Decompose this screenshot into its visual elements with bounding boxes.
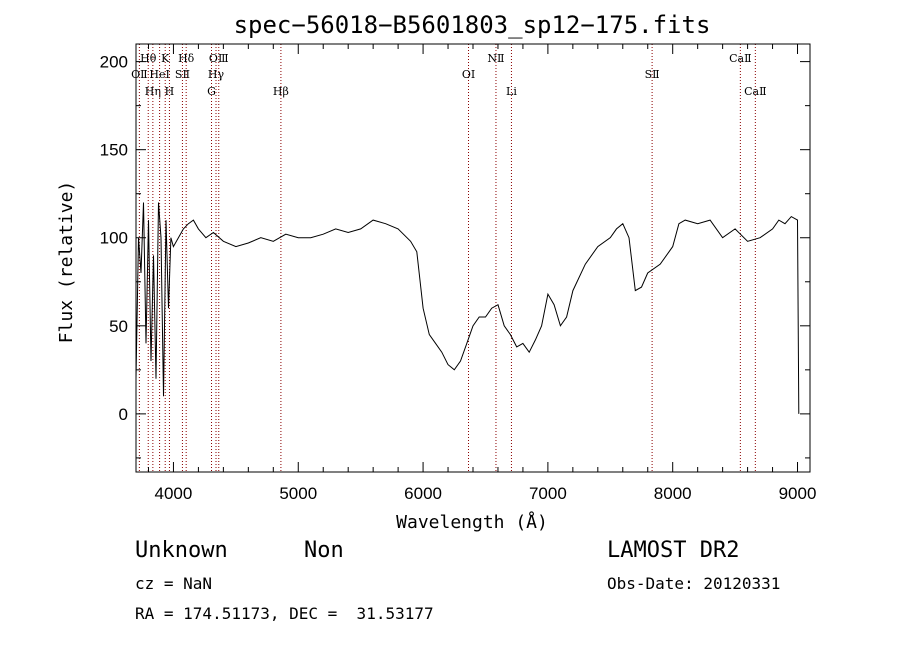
line-marker-label-10: OⅢ [209, 52, 229, 65]
y-axis-label: Flux (relative) [56, 181, 77, 344]
x-axis-label: Wavelength (Å) [396, 511, 548, 533]
line-marker-label-4: K [161, 52, 170, 65]
line-marker-label-11: Hβ [273, 85, 289, 98]
line-marker-label-5: H [165, 85, 175, 98]
line-marker-label-8: G [207, 85, 216, 98]
line-marker-label-3: HeI [149, 68, 169, 81]
y-tick-label-2: 100 [100, 229, 128, 248]
x-tick-label-4: 8000 [654, 484, 692, 503]
line-marker-label-13: NⅡ [487, 52, 504, 65]
chart-title: spec−56018−B5601803_sp12−175.fits [234, 11, 711, 39]
line-marker-label-9: Hγ [208, 68, 225, 81]
line-marker-label-7: Hδ [178, 52, 195, 65]
x-tick-label-1: 5000 [279, 484, 317, 503]
line-marker-label-0: OⅡ [131, 68, 148, 81]
y-tick-label-0: 0 [119, 405, 128, 424]
redshift-cz: cz = NaN [135, 574, 213, 593]
survey-name: LAMOST DR2 [607, 538, 740, 563]
coordinates: RA = 174.51173, DEC = 31.53177 [135, 604, 434, 623]
object-subclass: Non [304, 538, 344, 563]
line-marker-label-15: SⅡ [645, 68, 660, 81]
x-tick-label-0: 4000 [155, 484, 193, 503]
y-axis: 0 50 100 150 200 [100, 53, 810, 459]
object-class: Unknown [135, 538, 228, 563]
obs-date: Obs-Date: 20120331 [607, 574, 781, 593]
line-marker-label-12: OI [462, 68, 475, 81]
line-marker-label-1: Hθ [140, 52, 157, 65]
line-marker-label-17: CaⅡ [744, 85, 766, 98]
line-marker-label-14: Li [506, 85, 517, 98]
spectrum-series-line [135, 202, 800, 414]
y-tick-label-3: 150 [100, 141, 128, 160]
x-axis: 4000 5000 6000 7000 8000 9000 [147, 44, 817, 503]
x-tick-label-2: 6000 [404, 484, 442, 503]
y-tick-label-4: 200 [100, 53, 128, 72]
x-tick-label-3: 7000 [529, 484, 567, 503]
line-marker-label-6: SⅡ [175, 68, 190, 81]
y-tick-label-1: 50 [109, 317, 128, 336]
x-tick-label-5: 9000 [779, 484, 817, 503]
line-marker-label-16: CaⅡ [729, 52, 751, 65]
line-marker-label-2: Hη [145, 85, 161, 98]
plot-frame [135, 43, 811, 473]
